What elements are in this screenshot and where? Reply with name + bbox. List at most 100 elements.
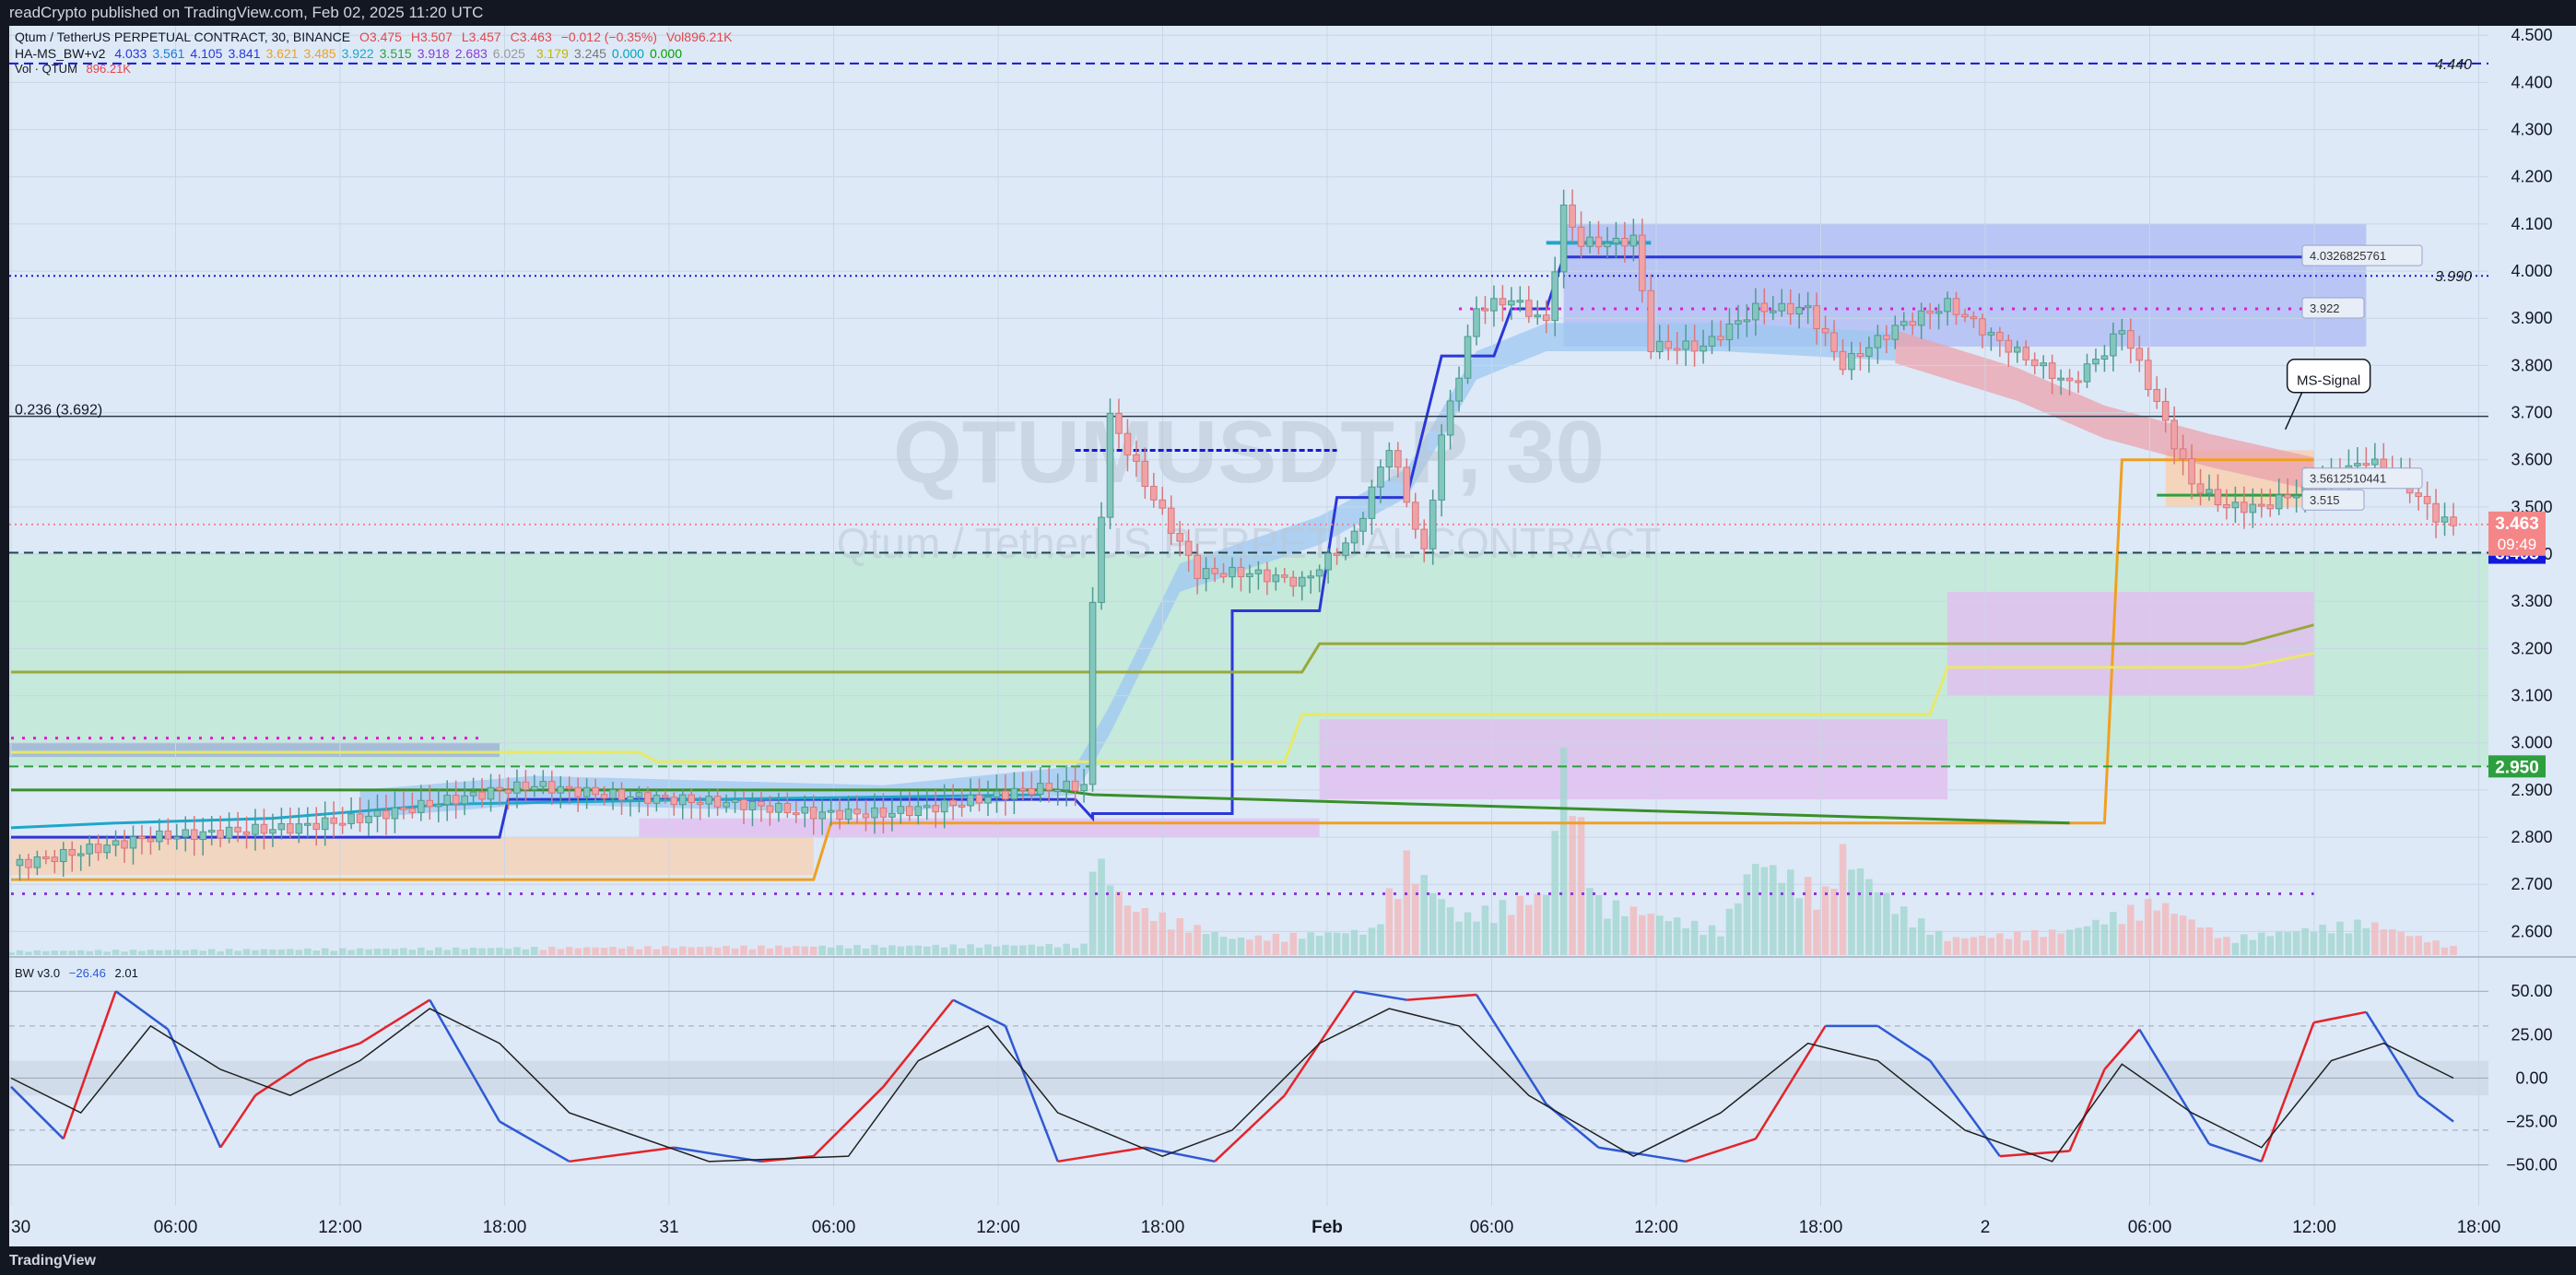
candle-body bbox=[1219, 573, 1228, 578]
volume-bar bbox=[723, 946, 730, 955]
volume-bar bbox=[1194, 925, 1201, 955]
candle-body bbox=[565, 785, 573, 789]
level-tag-label: 2.950 bbox=[2495, 758, 2539, 777]
candle-body bbox=[1202, 568, 1210, 580]
pink-zone-left bbox=[639, 818, 1320, 838]
candle-body bbox=[2092, 359, 2100, 365]
candle-body bbox=[156, 830, 163, 843]
volume-bar bbox=[504, 949, 512, 955]
time-tick-label: Feb bbox=[1312, 1218, 1343, 1237]
volume-bar bbox=[373, 948, 382, 955]
volume-bar bbox=[2100, 924, 2109, 955]
candle-body bbox=[1569, 204, 1576, 228]
volume-bar bbox=[1856, 868, 1864, 955]
bw-slow-line bbox=[10, 1008, 2454, 1163]
volume-bar bbox=[2423, 942, 2431, 955]
volume-bar bbox=[1786, 869, 1794, 955]
candle-body bbox=[1778, 302, 1786, 312]
bw-fast-segment bbox=[429, 998, 501, 1123]
volume-bar bbox=[1735, 903, 1742, 955]
candle-body bbox=[1664, 340, 1673, 349]
axis-price-tag-label: 3.5612510441 bbox=[2310, 472, 2386, 486]
candle-body bbox=[1036, 783, 1044, 796]
candle-body bbox=[1150, 486, 1158, 501]
volume-bar bbox=[1961, 938, 1969, 955]
volume-bar bbox=[2188, 919, 2195, 955]
time-tick-label: 06:00 bbox=[1470, 1218, 1514, 1237]
volume-bar bbox=[2214, 938, 2222, 955]
volume-bar bbox=[408, 950, 417, 955]
candle-body bbox=[94, 844, 102, 854]
volume-bar bbox=[1883, 892, 1890, 955]
candle-body bbox=[1350, 530, 1359, 544]
volume-bar bbox=[1821, 886, 1829, 955]
volume-bar bbox=[1167, 929, 1175, 955]
volume-bar bbox=[1411, 883, 1419, 955]
candle-body bbox=[783, 802, 792, 814]
volume-bar bbox=[190, 949, 198, 955]
candle-body bbox=[2205, 489, 2213, 494]
candle-body bbox=[2241, 502, 2248, 514]
price-axis[interactable]: 4.500 4.400 4.300 4.200 4.100 4.000 3.900 3.800… bbox=[15, 26, 2553, 940]
volume-bar bbox=[1394, 899, 1402, 955]
candle-body bbox=[1987, 332, 1995, 336]
volume-bar bbox=[2161, 903, 2170, 955]
volume-bar bbox=[1464, 912, 1472, 955]
candle-body bbox=[2441, 516, 2449, 523]
candle-body bbox=[592, 786, 599, 796]
volume-bar bbox=[1446, 907, 1454, 955]
candle-body bbox=[391, 807, 399, 820]
volume-bar bbox=[25, 951, 32, 955]
volume-bar bbox=[531, 947, 538, 955]
candle-body bbox=[1725, 323, 1734, 340]
bw-fast-segment bbox=[219, 1094, 257, 1149]
volume-bar bbox=[1264, 940, 1271, 955]
candle-body bbox=[2179, 448, 2187, 460]
candle-body bbox=[1280, 574, 1288, 578]
volume-bar bbox=[818, 945, 826, 955]
red-cloud bbox=[1895, 330, 2314, 490]
volume-bar bbox=[1874, 891, 1882, 955]
volume-bar bbox=[434, 947, 442, 955]
candle-body bbox=[1333, 552, 1341, 556]
candle-body bbox=[2110, 333, 2117, 357]
ms-signal-pointer bbox=[2284, 392, 2303, 431]
volume-bar bbox=[304, 948, 312, 955]
price-tick-label: 3.700 bbox=[2511, 404, 2552, 422]
volume-bar bbox=[644, 946, 652, 955]
volume-bar bbox=[295, 950, 303, 955]
time-tick-label: 31 bbox=[659, 1218, 678, 1237]
volume-bar bbox=[627, 946, 634, 955]
volume-bar bbox=[1324, 932, 1332, 955]
candle-body bbox=[1524, 300, 1533, 317]
price-tick-label: 4.100 bbox=[2511, 215, 2552, 233]
volume-bar bbox=[1002, 944, 1009, 955]
volume-bar bbox=[86, 950, 93, 955]
volume-bar bbox=[1970, 937, 1978, 955]
volume-bar bbox=[391, 949, 399, 955]
price-tick-label: 3.600 bbox=[2511, 451, 2552, 469]
candle-body bbox=[1490, 298, 1498, 312]
candle-body bbox=[1429, 499, 1437, 549]
volume-bar bbox=[147, 950, 155, 955]
candle-body bbox=[1839, 350, 1847, 371]
volume-bar bbox=[1743, 874, 1751, 955]
legend-line-price: Qtum / TetherUS PERPETUAL CONTRACT, 30, … bbox=[15, 30, 732, 44]
candle-body bbox=[1159, 499, 1167, 509]
candle-body bbox=[1237, 566, 1245, 578]
candle-body bbox=[2354, 463, 2361, 466]
candle-body bbox=[1516, 300, 1524, 303]
volume-bar bbox=[1141, 908, 1149, 955]
time-tick-label: 12:00 bbox=[2292, 1218, 2336, 1237]
volume-bar bbox=[1037, 946, 1044, 955]
candle-body bbox=[207, 830, 216, 833]
volume-bar bbox=[670, 948, 678, 955]
time-axis[interactable]: 30 06:00 12:00 18:00 31 06:00 12:00 18:00 Feb 06:… bbox=[9, 1210, 2576, 1246]
price-tick-label: 3.000 bbox=[2511, 734, 2552, 752]
candle-body bbox=[653, 795, 661, 804]
candle-body bbox=[827, 809, 835, 813]
legend-open: O3.475 bbox=[359, 30, 402, 44]
chart-area[interactable]: QTUMUSDT.P, 30 Qtum / TetherUS PERPETUAL… bbox=[9, 26, 2576, 1246]
axis-price-tag-label: 3.922 bbox=[2310, 301, 2340, 315]
legend-high: H3.507 bbox=[410, 30, 453, 44]
